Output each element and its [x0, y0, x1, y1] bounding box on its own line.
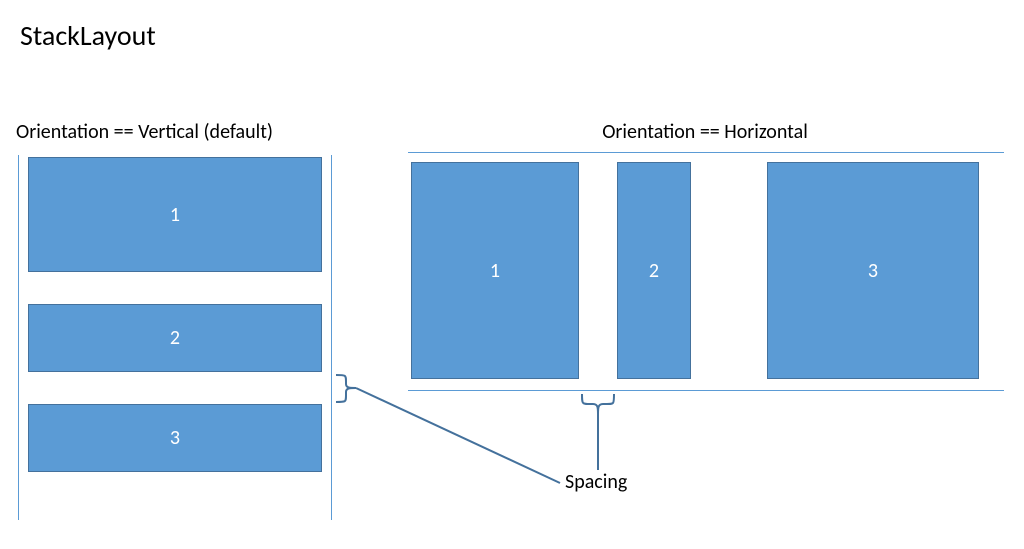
connector-line [356, 388, 560, 483]
vertical-block: 1 [28, 157, 322, 272]
horizontal-block: 2 [617, 162, 691, 379]
horizontal-block: 3 [767, 162, 979, 379]
vertical-stack-container: 1 2 3 [18, 155, 332, 520]
vertical-block: 3 [28, 404, 322, 472]
vertical-block: 2 [28, 304, 322, 372]
diagram-title: StackLayout [20, 18, 156, 53]
horizontal-stack-container: 1 2 3 [408, 152, 1004, 391]
vertical-gap-bracket [336, 375, 356, 402]
horizontal-label: Orientation == Horizontal [520, 120, 890, 144]
horizontal-block: 1 [411, 162, 579, 379]
spacing-label: Spacing [565, 470, 627, 494]
vertical-label: Orientation == Vertical (default) [16, 120, 336, 144]
horizontal-gap-bracket [582, 394, 614, 470]
